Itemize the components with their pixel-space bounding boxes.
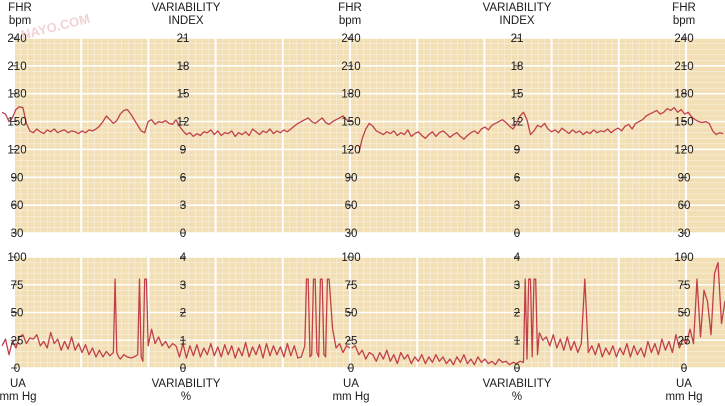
top-index-tick: 15: [177, 89, 190, 101]
top-fhr-tick: 240: [7, 33, 26, 45]
variability-pct-title-1-line1: VARIABILITY: [152, 378, 221, 390]
top-index-tick: 12: [177, 117, 190, 129]
top-index-tick: 6: [180, 172, 186, 184]
top-fhr-tick: 120: [341, 144, 360, 156]
top-index-tick: 15: [511, 89, 524, 101]
top-fhr-tick: 210: [674, 61, 693, 73]
bottom-fhr-tick: 100: [7, 252, 26, 264]
bottom-fhr-tick: 50: [345, 308, 358, 320]
bottom-index-tick: 0: [180, 363, 186, 375]
fhr-axis-title-1-line1: FHR: [8, 2, 32, 14]
bottom-fhr-tick: 25: [345, 335, 358, 347]
top-fhr-tick: 90: [678, 172, 691, 184]
bottom-fhr-tick: 100: [674, 252, 693, 264]
top-index-tick: 0: [180, 228, 186, 240]
top-fhr-tick: 60: [678, 200, 691, 212]
top-index-tick: 21: [177, 33, 190, 45]
top-index-tick: 0: [514, 228, 520, 240]
bottom-fhr-tick: 75: [11, 280, 24, 292]
top-fhr-tick: 30: [678, 228, 691, 240]
ua-axis-title-3-line2: mm Hg: [665, 391, 702, 403]
top-index-tick: 6: [514, 172, 520, 184]
top-fhr-tick: 150: [674, 117, 693, 129]
top-fhr-tick: 180: [7, 89, 26, 101]
bottom-index-tick: 0: [514, 363, 520, 375]
ua-trace-4: [538, 261, 725, 358]
fhr-axis-title-2-line1: FHR: [338, 2, 362, 14]
top-fhr-tick: 120: [7, 144, 26, 156]
top-fhr-tick: 240: [341, 33, 360, 45]
bottom-fhr-tick: 75: [345, 280, 358, 292]
top-fhr-tick: 180: [341, 89, 360, 101]
bottom-fhr-tick: 25: [11, 335, 24, 347]
bottom-index-tick: 3: [180, 280, 186, 292]
variability-pct-title-2-line2: %: [512, 391, 522, 403]
top-index-tick: 3: [180, 200, 186, 212]
variability-pct-title-2-line1: VARIABILITY: [483, 378, 552, 390]
variability-index-title-2-line2: INDEX: [499, 15, 534, 27]
top-fhr-tick: 90: [11, 172, 24, 184]
top-index-tick: 18: [177, 61, 190, 73]
fhr-trace-1: [1, 106, 177, 135]
top-fhr-tick: 90: [345, 172, 358, 184]
top-index-tick: 9: [180, 144, 186, 156]
bottom-index-tick: 4: [514, 252, 521, 264]
ua-trace-1: [1, 278, 177, 362]
bottom-index-tick: 4: [180, 252, 187, 264]
bottom-fhr-tick: 50: [678, 308, 691, 320]
ua-trace-3: [351, 278, 540, 366]
top-index-tick: 9: [514, 144, 520, 156]
fhr-axis-title-3-line2: bpm: [673, 15, 695, 27]
top-fhr-tick: 30: [345, 228, 358, 240]
fhr-trace-2: [175, 115, 351, 138]
top-fhr-tick: 240: [674, 33, 693, 45]
fhr-trace-3: [358, 111, 528, 154]
fhr-trace-4: [526, 106, 724, 136]
bottom-fhr-tick: 25: [678, 335, 691, 347]
bottom-fhr-tick: 0: [14, 363, 20, 375]
bottom-index-tick: 2: [180, 308, 186, 320]
top-panel-2: [350, 38, 725, 233]
bottom-fhr-tick: 75: [678, 280, 691, 292]
top-fhr-tick: 30: [11, 228, 24, 240]
top-fhr-tick: 60: [345, 200, 358, 212]
top-index-tick: 21: [511, 33, 524, 45]
bottom-fhr-tick: 50: [11, 308, 24, 320]
variability-index-title-1-line2: INDEX: [168, 15, 203, 27]
top-fhr-tick: 210: [341, 61, 360, 73]
bottom-index-tick: 2: [514, 308, 520, 320]
top-fhr-tick: 210: [7, 61, 26, 73]
fhr-axis-title-3-line1: FHR: [672, 2, 696, 14]
top-fhr-tick: 150: [341, 117, 360, 129]
top-index-tick: 18: [511, 61, 524, 73]
bottom-index-tick: 3: [514, 280, 520, 292]
bottom-fhr-tick: 100: [341, 252, 360, 264]
ua-axis-title-2-line1: UA: [343, 378, 359, 390]
variability-index-title-1-line1: VARIABILITY: [152, 2, 221, 14]
variability-index-title-2-line1: VARIABILITY: [483, 2, 552, 14]
top-fhr-tick: 150: [7, 117, 26, 129]
top-index-tick: 12: [511, 117, 524, 129]
ua-axis-title-2-line2: mm Hg: [332, 391, 369, 403]
top-index-tick: 3: [514, 200, 520, 212]
ua-trace-2: [175, 278, 351, 359]
fhr-axis-title-1-line2: bpm: [9, 15, 31, 27]
variability-pct-title-1-line2: %: [181, 391, 191, 403]
bottom-index-tick: 1: [180, 335, 186, 347]
bottom-fhr-tick: 0: [681, 363, 687, 375]
ua-axis-title-3-line1: UA: [676, 378, 692, 390]
bottom-index-tick: 1: [514, 335, 520, 347]
ua-axis-title-1-line1: UA: [10, 378, 26, 390]
top-fhr-tick: 120: [674, 144, 693, 156]
bottom-fhr-tick: 0: [348, 363, 354, 375]
top-fhr-tick: 180: [674, 89, 693, 101]
fhr-axis-title-2-line2: bpm: [339, 15, 361, 27]
top-fhr-tick: 60: [11, 200, 24, 212]
ua-axis-title-1-line2: mm Hg: [0, 391, 37, 403]
